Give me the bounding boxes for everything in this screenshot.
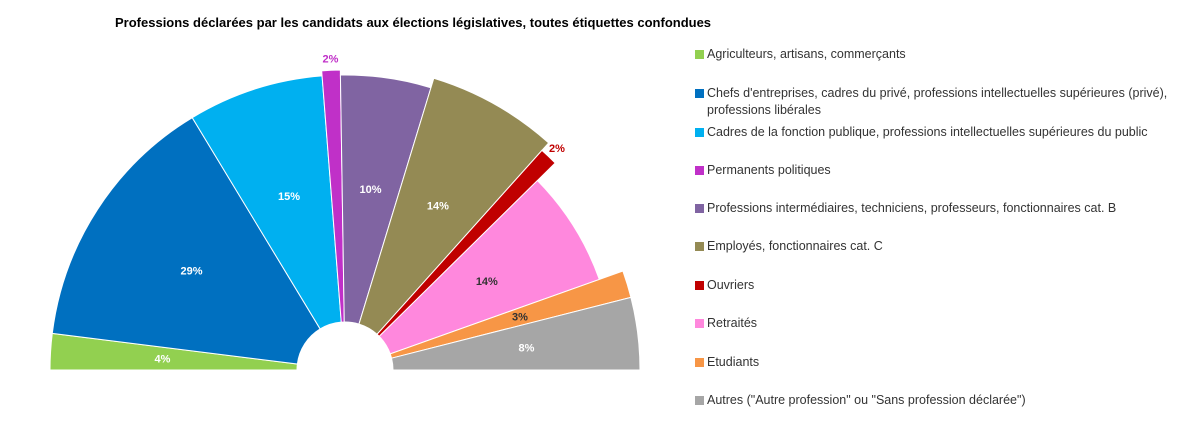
legend-swatch <box>695 204 704 213</box>
legend-item: Agriculteurs, artisans, commerçants <box>695 46 1195 63</box>
slice-label-9: 3% <box>512 312 528 324</box>
legend-label: Professions intermédiaires, techniciens,… <box>707 201 1117 215</box>
slice-label-5: 10% <box>360 184 382 196</box>
slice-label-8: 14% <box>476 276 498 288</box>
slice-label-3: 15% <box>278 191 300 203</box>
legend-label: Agriculteurs, artisans, commerçants <box>707 47 906 61</box>
slice-label-10: 8% <box>519 342 535 354</box>
slice-8 <box>378 179 600 355</box>
legend-item: Professions intermédiaires, techniciens,… <box>695 200 1195 217</box>
legend-swatch <box>695 50 704 59</box>
slice-label-4: 2% <box>322 53 338 65</box>
slice-10 <box>390 296 641 371</box>
slice-label-1: 4% <box>155 354 171 366</box>
legend-label: Cadres de la fonction publique, professi… <box>707 125 1148 139</box>
legend-swatch <box>695 396 704 405</box>
legend-swatch <box>695 89 704 98</box>
legend-swatch <box>695 166 704 175</box>
legend-item: Permanents politiques <box>695 162 1195 179</box>
legend-item: Autres ("Autre profession" ou "Sans prof… <box>695 392 1195 409</box>
slice-3 <box>191 75 342 330</box>
legend-label: Employés, fonctionnaires cat. C <box>707 239 883 253</box>
legend: Agriculteurs, artisans, commerçants Chefs… <box>695 0 1195 429</box>
slice-2 <box>51 116 321 365</box>
chart-title: Professions déclarées par les candidats … <box>115 15 712 30</box>
legend-item: Cadres de la fonction publique, professi… <box>695 124 1195 141</box>
legend-swatch <box>695 242 704 251</box>
slice-6 <box>358 77 550 335</box>
legend-swatch <box>695 128 704 137</box>
legend-swatch <box>695 281 704 290</box>
legend-label: Autres ("Autre profession" ou "Sans prof… <box>707 393 1026 407</box>
slice-label-6: 14% <box>427 200 449 212</box>
legend-swatch <box>695 319 704 328</box>
legend-label: Retraités <box>707 316 758 330</box>
legend-item: Retraités <box>695 315 1195 332</box>
legend-swatch <box>695 358 704 367</box>
legend-label: Chefs d'entreprises, cadres du privé, pr… <box>707 86 1168 117</box>
legend-label: Ouvriers <box>707 278 755 292</box>
slice-label-2: 29% <box>181 265 203 277</box>
legend-label: Permanents politiques <box>707 163 831 177</box>
legend-item: Employés, fonctionnaires cat. C <box>695 238 1195 255</box>
legend-item: Chefs d'entreprises, cadres du privé, pr… <box>695 85 1195 119</box>
legend-item: Ouvriers <box>695 277 1195 294</box>
semicircle-chart: 4% 29% 15% 2% 10% 14% 2% 14% 3% 8% <box>49 53 641 371</box>
slice-label-7: 2% <box>549 143 565 155</box>
legend-label: Etudiants <box>707 355 760 369</box>
legend-item: Etudiants <box>695 354 1195 371</box>
